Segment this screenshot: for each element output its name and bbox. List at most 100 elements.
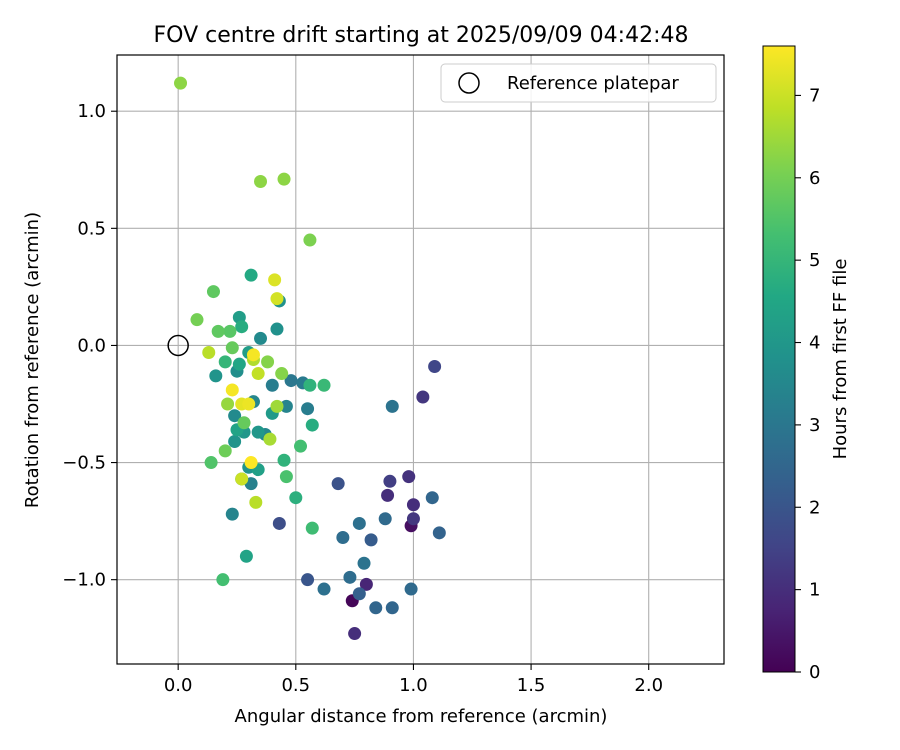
- legend: Reference platepar: [440, 63, 717, 103]
- data-point: [343, 570, 357, 584]
- data-point: [223, 324, 237, 338]
- data-point: [211, 324, 225, 338]
- data-point: [317, 582, 331, 596]
- colorbar-tick-label: 5: [809, 250, 820, 271]
- x-tick-label: 0.5: [281, 675, 310, 696]
- data-point: [237, 416, 251, 430]
- data-point: [254, 174, 268, 188]
- legend-marker-reference: [458, 72, 480, 94]
- data-point: [402, 470, 416, 484]
- data-point: [348, 627, 362, 641]
- data-point: [284, 374, 298, 388]
- grid-lines: [117, 55, 724, 664]
- data-point: [174, 76, 188, 90]
- data-point: [277, 172, 291, 186]
- data-point: [244, 268, 258, 282]
- data-point: [218, 355, 232, 369]
- data-point: [279, 399, 293, 413]
- x-tick-label: 0.0: [164, 675, 193, 696]
- data-point: [204, 456, 218, 470]
- data-point: [254, 331, 268, 345]
- data-point: [385, 399, 399, 413]
- data-point: [268, 273, 282, 287]
- data-point: [305, 418, 319, 432]
- data-point: [225, 383, 239, 397]
- data-point: [225, 341, 239, 355]
- data-point: [216, 573, 230, 587]
- data-point: [270, 292, 284, 306]
- y-tick-label: −1.0: [62, 570, 106, 591]
- data-point: [352, 587, 366, 601]
- data-point: [416, 390, 430, 404]
- data-point: [242, 397, 256, 411]
- data-point: [303, 378, 317, 392]
- x-tick-label: 1.0: [399, 675, 428, 696]
- data-points: [174, 76, 446, 641]
- data-point: [369, 601, 383, 615]
- colorbar-label: Hours from first FF file: [830, 259, 851, 460]
- data-point: [378, 512, 392, 526]
- data-point: [218, 444, 232, 458]
- data-point: [277, 453, 291, 467]
- data-point: [235, 472, 249, 486]
- data-point: [425, 491, 439, 505]
- data-point: [428, 360, 442, 374]
- data-point: [406, 512, 420, 526]
- x-axis-label: Angular distance from reference (arcmin): [235, 706, 608, 727]
- colorbar-tick-label: 1: [809, 580, 820, 601]
- data-point: [385, 601, 399, 615]
- data-point: [301, 402, 315, 416]
- data-point: [279, 470, 293, 484]
- colorbar-ticks: 0 1 2 3 4 5 6 7: [795, 85, 820, 683]
- legend-box: [440, 63, 717, 103]
- legend-label-reference: Reference platepar: [507, 73, 679, 94]
- data-point: [270, 399, 284, 413]
- data-point: [244, 456, 258, 470]
- data-point: [357, 556, 371, 570]
- axis-ticks: 0.0 0.5 1.0 1.5 2.0 1.0 0.5 0.0 −0.5 −1.0: [62, 101, 663, 696]
- data-point: [404, 582, 418, 596]
- data-point: [406, 498, 420, 512]
- data-point: [235, 320, 249, 334]
- data-point: [246, 348, 260, 362]
- data-point: [301, 573, 315, 587]
- data-point: [232, 357, 246, 371]
- data-point: [364, 533, 378, 547]
- colorbar-tick-label: 7: [809, 85, 820, 106]
- data-point: [206, 285, 220, 299]
- colorbar-tick-label: 6: [809, 168, 820, 189]
- data-point: [225, 507, 239, 521]
- data-point: [239, 549, 253, 563]
- colorbar-tick-label: 0: [809, 662, 820, 683]
- data-point: [263, 432, 277, 446]
- data-point: [265, 378, 279, 392]
- data-point: [272, 516, 286, 530]
- y-tick-label: −0.5: [62, 453, 106, 474]
- data-point: [251, 425, 265, 439]
- data-point: [270, 322, 284, 336]
- colorbar-tick-label: 3: [809, 415, 820, 436]
- y-axis-label: Rotation from reference (arcmin): [22, 212, 43, 508]
- data-point: [228, 434, 242, 448]
- data-point: [228, 409, 242, 423]
- data-point: [331, 477, 345, 491]
- data-point: [294, 439, 308, 453]
- colorbar-tick-label: 4: [809, 333, 820, 354]
- data-point: [221, 397, 235, 411]
- y-tick-label: 0.5: [77, 218, 106, 239]
- data-point: [275, 367, 289, 381]
- y-tick-label: 0.0: [77, 335, 106, 356]
- data-point: [261, 355, 275, 369]
- data-point: [249, 495, 263, 509]
- data-point: [381, 488, 395, 502]
- y-tick-label: 1.0: [77, 101, 106, 122]
- chart-title: FOV centre drift starting at 2025/09/09 …: [154, 23, 689, 48]
- data-point: [209, 369, 223, 383]
- reference-point-marker: [167, 334, 189, 357]
- data-point: [202, 345, 216, 359]
- data-point: [190, 313, 204, 327]
- x-tick-label: 1.5: [517, 675, 546, 696]
- data-point: [251, 367, 265, 381]
- data-point: [352, 516, 366, 530]
- data-point: [432, 526, 446, 540]
